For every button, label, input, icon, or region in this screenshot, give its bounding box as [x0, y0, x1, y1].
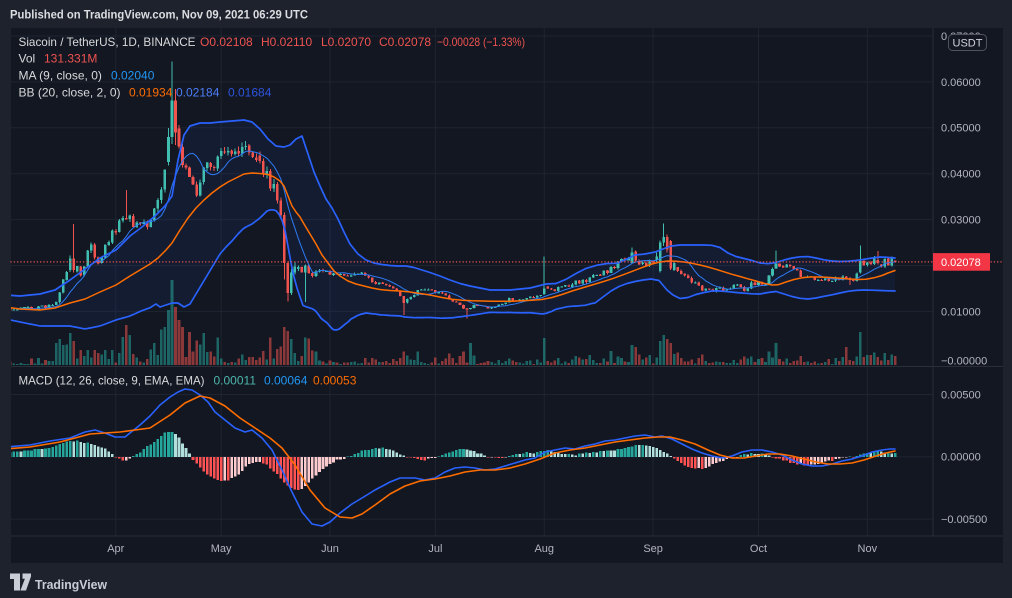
svg-text:L0.02070: L0.02070 — [321, 35, 371, 49]
svg-text:May: May — [211, 543, 232, 555]
svg-text:0.02184: 0.02184 — [176, 86, 220, 100]
svg-text:0.01000: 0.01000 — [941, 306, 981, 318]
svg-text:0.03000: 0.03000 — [941, 215, 981, 227]
svg-text:C0.02078: C0.02078 — [379, 35, 431, 49]
svg-text:Aug: Aug — [534, 543, 554, 555]
svg-text:Oct: Oct — [750, 543, 767, 555]
svg-text:Published on TradingView.com,: Published on TradingView.com, Nov 09, 20… — [10, 8, 308, 22]
svg-text:0.02078: 0.02078 — [941, 257, 981, 269]
svg-text:Sep: Sep — [643, 543, 663, 555]
svg-text:0.00000: 0.00000 — [941, 452, 981, 464]
svg-text:−0.00500: −0.00500 — [941, 514, 987, 526]
svg-text:0.04000: 0.04000 — [941, 169, 981, 181]
svg-text:0.00053: 0.00053 — [313, 374, 357, 388]
svg-text:0.00064: 0.00064 — [264, 374, 308, 388]
svg-text:USDT: USDT — [953, 38, 983, 50]
svg-text:131.331M: 131.331M — [44, 52, 97, 66]
svg-text:Siacoin / TetherUS, 1D, BINANC: Siacoin / TetherUS, 1D, BINANCE — [19, 35, 196, 49]
svg-text:Apr: Apr — [107, 543, 124, 555]
svg-text:0.00500: 0.00500 — [941, 389, 981, 401]
svg-text:O0.02108: O0.02108 — [200, 35, 253, 49]
svg-text:BB (20, close, 2, 0): BB (20, close, 2, 0) — [19, 86, 121, 100]
svg-text:−0.00000: −0.00000 — [941, 355, 987, 367]
svg-text:TradingView: TradingView — [35, 577, 108, 592]
svg-text:0.02040: 0.02040 — [111, 69, 155, 83]
svg-text:MACD (12, 26, close, 9, EMA, E: MACD (12, 26, close, 9, EMA, EMA) — [19, 374, 205, 388]
svg-text:MA (9, close, 0): MA (9, close, 0) — [19, 69, 102, 83]
svg-text:0.01684: 0.01684 — [228, 86, 272, 100]
svg-text:Nov: Nov — [858, 543, 878, 555]
svg-text:0.01934: 0.01934 — [129, 86, 173, 100]
svg-text:0.00011: 0.00011 — [214, 374, 257, 388]
svg-text:Jun: Jun — [321, 543, 339, 555]
svg-text:0.05000: 0.05000 — [941, 123, 981, 135]
svg-text:Vol: Vol — [19, 52, 36, 66]
svg-text:H0.02110: H0.02110 — [261, 35, 312, 49]
svg-text:−0.00028 (−1.33%): −0.00028 (−1.33%) — [437, 35, 525, 49]
svg-text:Jul: Jul — [428, 543, 442, 555]
svg-text:0.06000: 0.06000 — [941, 77, 981, 89]
